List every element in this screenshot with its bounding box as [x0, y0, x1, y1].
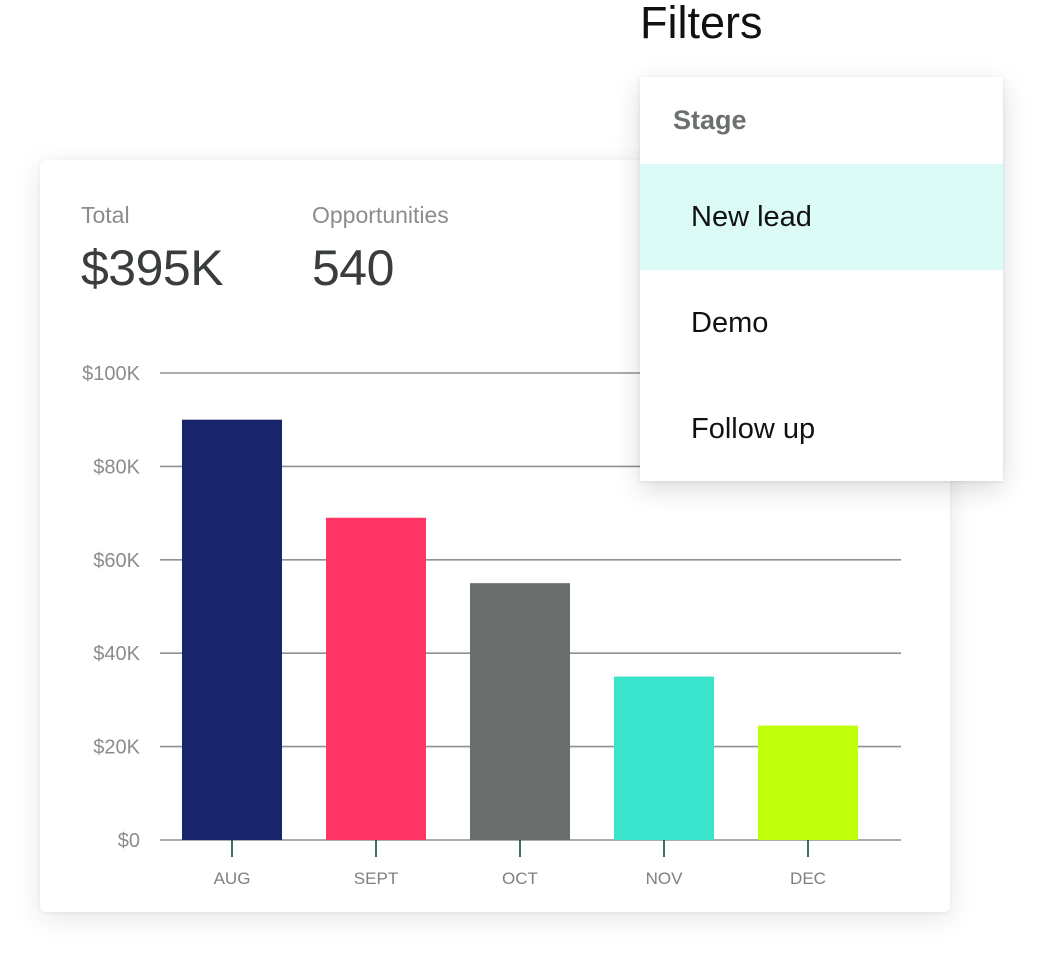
y-tick-label: $80K [93, 456, 140, 478]
x-tick-label: AUG [214, 869, 251, 888]
total-value: $395K [81, 240, 224, 296]
bar-dec [758, 725, 858, 840]
x-tick-label: DEC [790, 869, 826, 888]
filter-option-new-lead[interactable]: New lead [640, 164, 1003, 270]
total-label: Total [81, 202, 130, 228]
bar-aug [182, 419, 282, 840]
stage-header: Stage [673, 105, 747, 135]
opportunities-label: Opportunities [312, 202, 449, 228]
x-tick-label: NOV [646, 869, 684, 888]
bar-chart: $0 $20K $40K $60K $80K $100K AUG SEPT OCT NOV DEC [82, 363, 901, 888]
opportunities-stat: Opportunities 540 [312, 202, 449, 296]
y-tick-label: $60K [93, 550, 140, 572]
bar-sept [326, 517, 426, 840]
filters-dropdown: Stage New lead Demo Follow up [640, 77, 1003, 481]
filters-title: Filters [640, 0, 763, 48]
filter-option-demo[interactable]: Demo [691, 306, 769, 339]
total-stat: Total $395K [81, 202, 224, 296]
bar-oct [470, 583, 570, 840]
y-tick-label: $100K [82, 363, 140, 385]
bar-nov [614, 676, 714, 840]
filter-options-list: New lead Demo Follow up [640, 164, 1003, 482]
x-tick-label: SEPT [354, 869, 398, 888]
filter-option-follow-up[interactable]: Follow up [691, 412, 816, 445]
y-tick-label: $40K [93, 643, 140, 665]
y-tick-label: $0 [118, 830, 140, 852]
opportunities-value: 540 [312, 240, 394, 296]
x-tick-label: OCT [502, 869, 538, 888]
y-tick-label: $20K [93, 737, 140, 759]
